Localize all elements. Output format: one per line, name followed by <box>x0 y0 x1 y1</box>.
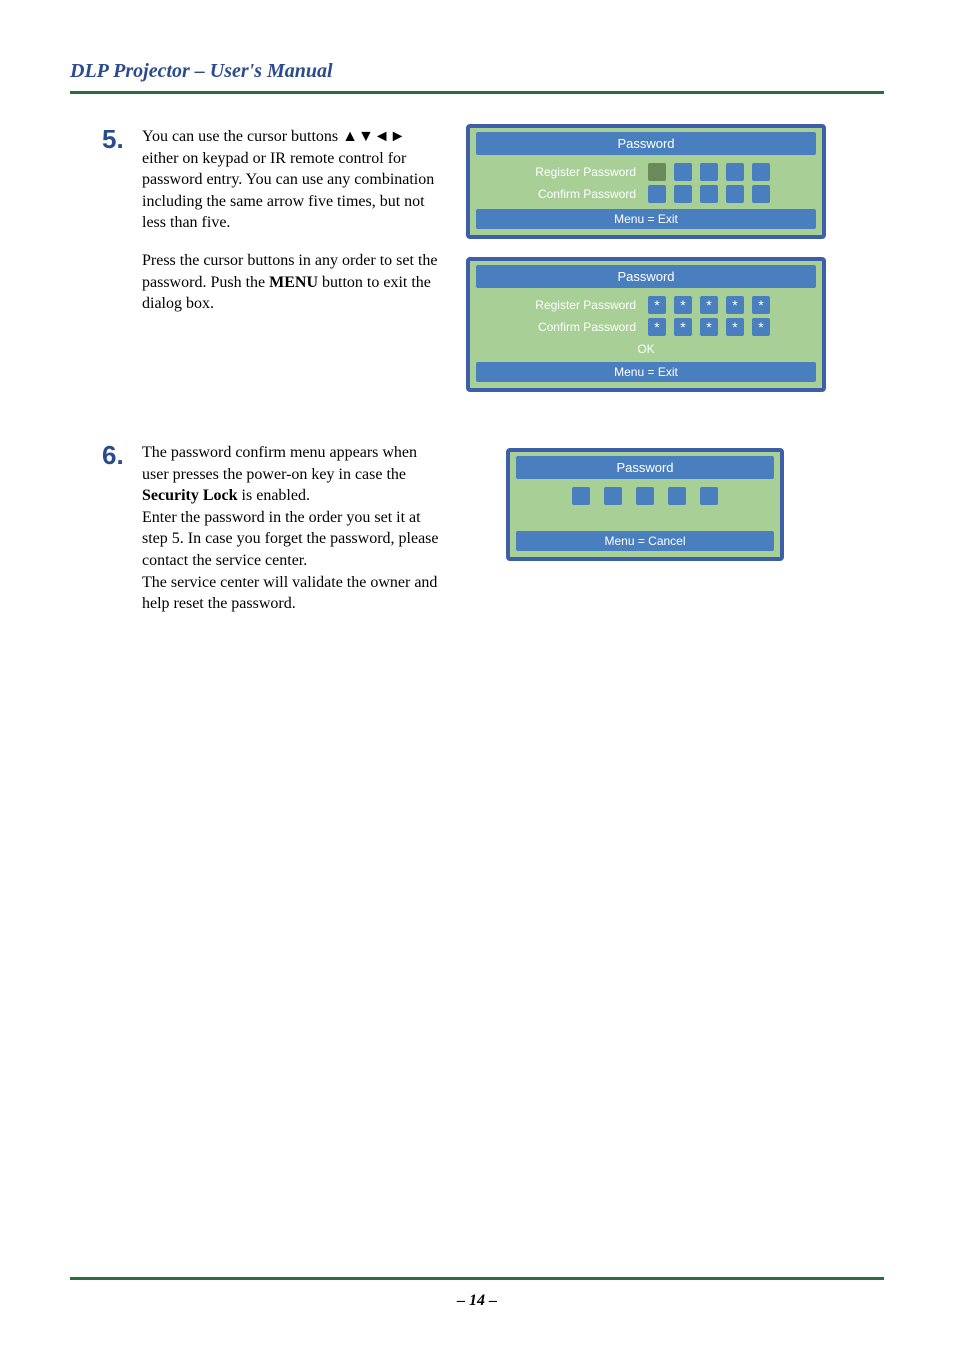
password-dialog-filled: Password Register Password * * * * * Con… <box>466 257 826 392</box>
pw-box[interactable] <box>752 185 770 203</box>
pw-box[interactable] <box>700 487 718 505</box>
password-entry-boxes[interactable] <box>572 487 718 505</box>
confirm-password-boxes[interactable] <box>648 185 770 203</box>
pw-box[interactable]: * <box>674 296 692 314</box>
register-password-label: Register Password <box>506 165 636 179</box>
step-6-row: 6. The password confirm menu appears whe… <box>70 440 884 631</box>
pw-box[interactable] <box>648 185 666 203</box>
pw-box[interactable] <box>636 487 654 505</box>
step-number-5: 5. <box>102 124 142 155</box>
pw-box[interactable] <box>700 163 718 181</box>
step-5-para-1: You can use the cursor buttons ▲▼◄► eith… <box>142 126 442 234</box>
pw-box[interactable] <box>674 185 692 203</box>
dialog2-row-register: Register Password * * * * * <box>476 296 816 314</box>
dialog2-row-confirm: Confirm Password * * * * * <box>476 318 816 336</box>
dialog2-footer: Menu = Exit <box>476 362 816 382</box>
pw-box[interactable]: * <box>648 318 666 336</box>
pw-box[interactable] <box>668 487 686 505</box>
step-number-6: 6. <box>102 440 142 471</box>
dialog3-footer: Menu = Cancel <box>516 531 774 551</box>
pw-box[interactable] <box>752 163 770 181</box>
register-password-label: Register Password <box>506 298 636 312</box>
register-password-boxes[interactable] <box>648 163 770 181</box>
dialog3-boxes-row <box>516 487 774 505</box>
password-dialog-empty: Password Register Password Confirm Passw… <box>466 124 826 239</box>
step-text-5: You can use the cursor buttons ▲▼◄► eith… <box>142 124 442 331</box>
pw-box[interactable]: * <box>752 296 770 314</box>
pw-box[interactable] <box>572 487 590 505</box>
pw-box[interactable]: * <box>726 318 744 336</box>
step-text-6: The password confirm menu appears when u… <box>142 440 442 631</box>
register-password-boxes[interactable]: * * * * * <box>648 296 770 314</box>
pw-box[interactable] <box>604 487 622 505</box>
dialog1-footer: Menu = Exit <box>476 209 816 229</box>
pw-box[interactable]: * <box>752 318 770 336</box>
dialog1-row-confirm: Confirm Password <box>476 185 816 203</box>
header-rule <box>70 91 884 94</box>
confirm-password-label: Confirm Password <box>506 320 636 334</box>
pw-box[interactable] <box>674 163 692 181</box>
confirm-password-boxes[interactable]: * * * * * <box>648 318 770 336</box>
step-5-row: 5. You can use the cursor buttons ▲▼◄► e… <box>70 124 884 410</box>
pw-box[interactable] <box>700 185 718 203</box>
dialog1-title: Password <box>476 132 816 155</box>
dialog3-title: Password <box>516 456 774 479</box>
page-number: – 14 – <box>0 1292 954 1310</box>
pw-box[interactable] <box>648 163 666 181</box>
header-title: DLP Projector – User's Manual <box>70 60 884 83</box>
dialog1-row-register: Register Password <box>476 163 816 181</box>
pw-box[interactable] <box>726 163 744 181</box>
pw-box[interactable]: * <box>674 318 692 336</box>
pw-box[interactable]: * <box>700 296 718 314</box>
dialog2-title: Password <box>476 265 816 288</box>
step-5-para-2: Press the cursor buttons in any order to… <box>142 250 442 315</box>
password-dialog-confirm: Password Menu = Cancel <box>506 448 784 561</box>
step-6-para-1: The password confirm menu appears when u… <box>142 442 442 615</box>
pw-box[interactable]: * <box>700 318 718 336</box>
pw-box[interactable]: * <box>648 296 666 314</box>
confirm-password-label: Confirm Password <box>506 187 636 201</box>
pw-box[interactable]: * <box>726 296 744 314</box>
pw-box[interactable] <box>726 185 744 203</box>
footer-rule <box>70 1277 884 1280</box>
dialog2-ok[interactable]: OK <box>476 342 816 356</box>
